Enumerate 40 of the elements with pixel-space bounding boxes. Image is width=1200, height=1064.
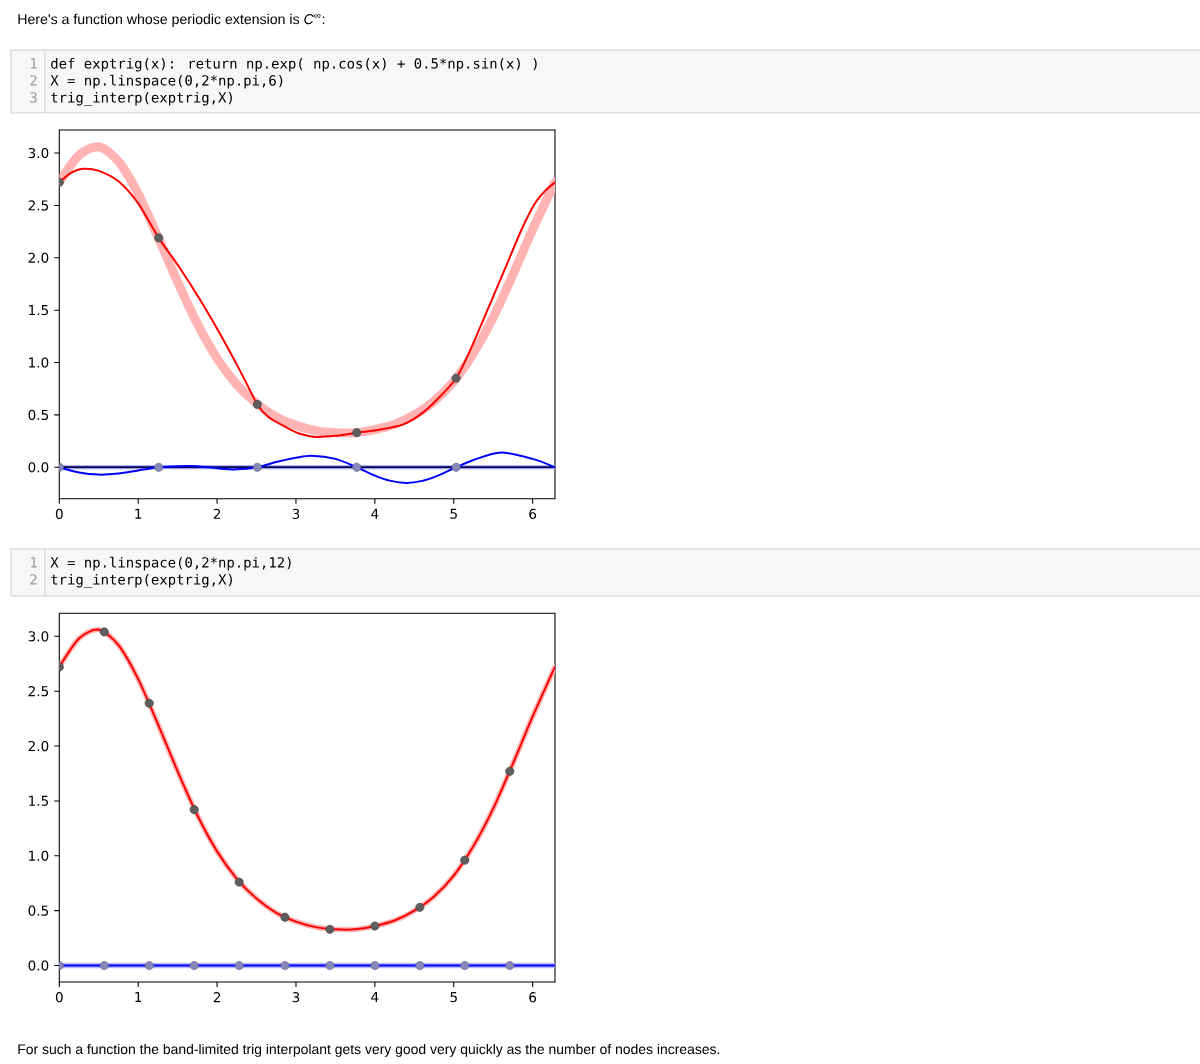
x-tick-label: 2 — [213, 992, 221, 1003]
y-tick-label: 2.0 — [28, 740, 49, 752]
y-tick-label: 0.0 — [28, 462, 49, 473]
y-tick-label: 0.5 — [28, 409, 49, 421]
x-tick-label: 2 — [213, 508, 221, 519]
x-tick-label: 5 — [450, 992, 457, 1003]
x-tick-label: 6 — [529, 508, 537, 520]
text: For such a function the band-limited trig interpolant gets very good very quickly as the number of nodes increases. — [18, 1043, 720, 1057]
y-tick-label: 1.0 — [29, 850, 49, 861]
y-tick-label: 0.0 — [28, 960, 49, 971]
x-tick-label: 4 — [371, 508, 379, 519]
text: X = np.linspace(0,2*np.pi,12) — [50, 556, 291, 571]
text: 2 — [30, 574, 37, 585]
text: 1 — [31, 557, 37, 568]
y-tick-label: 1.5 — [29, 305, 49, 316]
x-tick-label: 1 — [135, 992, 142, 1002]
x-tick-label: 1 — [135, 508, 142, 519]
y-tick-label: 2.5 — [28, 200, 49, 211]
x-tick-label: 3 — [292, 508, 300, 520]
chart-title: Here's a function whose periodic extension is C$^{∞}$: — [18, 13, 325, 27]
text: X = np.linspace(0,2*np.pi,6) — [50, 74, 283, 89]
text: 1 — [31, 58, 37, 69]
x-tick-label: 0 — [55, 508, 63, 520]
y-tick-label: 1.0 — [29, 357, 49, 368]
y-tick-label: 0.5 — [28, 905, 49, 916]
x-tick-label: 4 — [371, 992, 379, 1002]
x-tick-label: 0 — [55, 992, 63, 1003]
x-tick-label: 3 — [292, 992, 300, 1003]
x-tick-label: 6 — [529, 992, 537, 1003]
x-tick-label: 5 — [450, 508, 457, 519]
text: def exptrig(x): return np.exp( np.cos(x) + 0.5*np.sin(x) ) — [51, 57, 537, 72]
y-tick-label: 2.5 — [28, 686, 49, 697]
text: trig_interp(exptrig,X) — [51, 91, 232, 106]
text: trig_interp(exptrig,X) — [51, 573, 232, 588]
text: 3 — [30, 92, 37, 103]
y-tick-label: 3.0 — [28, 631, 49, 642]
y-tick-label: 3.0 — [28, 147, 49, 159]
y-tick-label: 1.5 — [29, 795, 49, 806]
y-tick-label: 2.0 — [28, 252, 49, 263]
text: 2 — [30, 75, 37, 86]
